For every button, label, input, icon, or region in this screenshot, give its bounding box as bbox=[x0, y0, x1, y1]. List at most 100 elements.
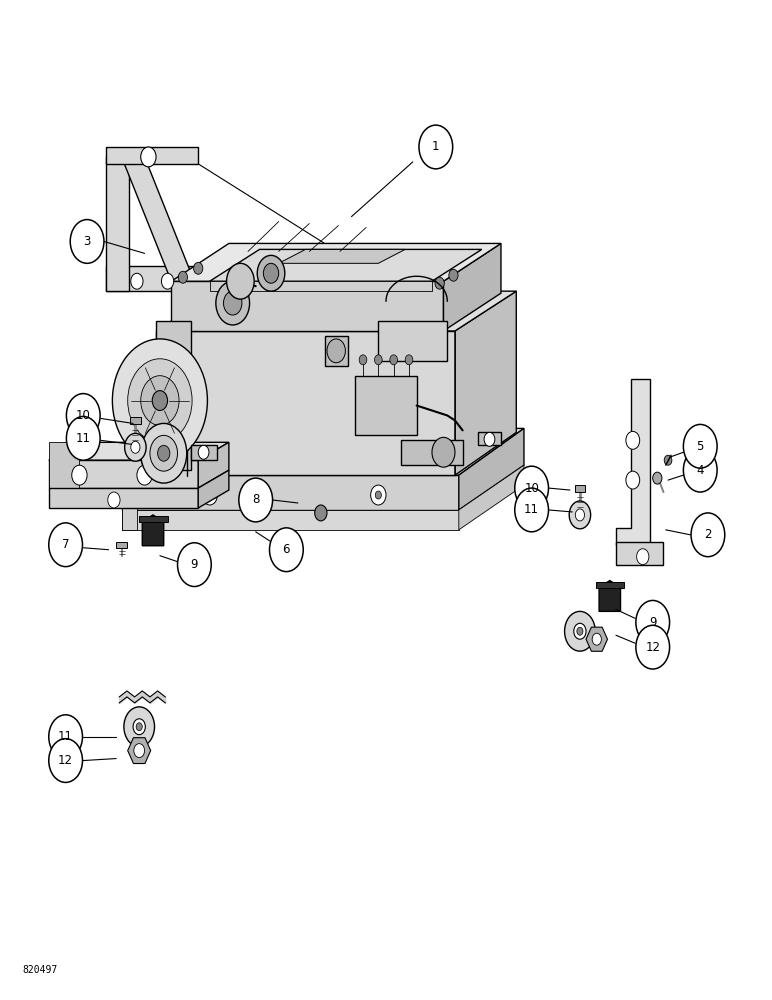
Polygon shape bbox=[156, 321, 191, 470]
Polygon shape bbox=[210, 249, 482, 281]
Circle shape bbox=[216, 281, 249, 325]
Circle shape bbox=[577, 627, 583, 635]
Circle shape bbox=[592, 633, 601, 645]
Circle shape bbox=[390, 355, 398, 365]
Text: 4: 4 bbox=[696, 464, 704, 477]
Circle shape bbox=[435, 277, 444, 289]
Circle shape bbox=[133, 719, 145, 735]
Polygon shape bbox=[191, 445, 218, 460]
Polygon shape bbox=[156, 331, 455, 475]
Text: 9: 9 bbox=[649, 616, 656, 629]
Bar bbox=[574, 485, 585, 492]
Circle shape bbox=[136, 723, 142, 731]
Polygon shape bbox=[198, 442, 229, 488]
Text: 7: 7 bbox=[62, 538, 69, 551]
Polygon shape bbox=[121, 475, 137, 530]
Text: 5: 5 bbox=[696, 440, 704, 453]
Circle shape bbox=[108, 492, 120, 508]
Circle shape bbox=[327, 339, 345, 363]
Polygon shape bbox=[49, 442, 229, 460]
Polygon shape bbox=[459, 428, 524, 510]
Bar bbox=[117, 542, 127, 548]
Polygon shape bbox=[107, 266, 210, 291]
Circle shape bbox=[130, 441, 140, 453]
Circle shape bbox=[683, 424, 717, 468]
Circle shape bbox=[72, 465, 87, 485]
Circle shape bbox=[207, 491, 213, 499]
Polygon shape bbox=[279, 249, 405, 263]
Circle shape bbox=[515, 488, 548, 532]
Circle shape bbox=[161, 273, 174, 289]
Circle shape bbox=[66, 416, 100, 460]
Bar bbox=[130, 417, 141, 424]
Circle shape bbox=[224, 291, 242, 315]
Polygon shape bbox=[171, 243, 501, 281]
Polygon shape bbox=[455, 291, 516, 475]
Circle shape bbox=[569, 501, 591, 529]
Polygon shape bbox=[49, 460, 198, 488]
Circle shape bbox=[152, 391, 168, 410]
Text: 12: 12 bbox=[58, 754, 73, 767]
Polygon shape bbox=[139, 516, 168, 522]
Circle shape bbox=[269, 528, 303, 572]
Circle shape bbox=[178, 543, 212, 587]
Text: 11: 11 bbox=[58, 730, 73, 743]
Circle shape bbox=[683, 448, 717, 492]
Text: 12: 12 bbox=[645, 641, 660, 654]
Polygon shape bbox=[459, 465, 524, 530]
Polygon shape bbox=[210, 281, 432, 291]
Polygon shape bbox=[478, 432, 501, 445]
Polygon shape bbox=[121, 428, 524, 475]
Polygon shape bbox=[49, 442, 80, 488]
Circle shape bbox=[484, 432, 495, 446]
Polygon shape bbox=[171, 281, 443, 331]
Polygon shape bbox=[156, 291, 516, 331]
Text: 11: 11 bbox=[76, 432, 91, 445]
Polygon shape bbox=[121, 510, 459, 530]
Circle shape bbox=[263, 263, 279, 283]
Text: 6: 6 bbox=[283, 543, 290, 556]
Text: 9: 9 bbox=[191, 558, 198, 571]
Polygon shape bbox=[121, 157, 198, 291]
Circle shape bbox=[574, 623, 586, 639]
Circle shape bbox=[626, 471, 640, 489]
Polygon shape bbox=[107, 157, 129, 291]
Polygon shape bbox=[355, 376, 417, 435]
Polygon shape bbox=[596, 582, 624, 588]
Circle shape bbox=[70, 220, 104, 263]
Circle shape bbox=[419, 125, 452, 169]
Text: 1: 1 bbox=[432, 140, 439, 153]
Circle shape bbox=[664, 455, 672, 465]
Polygon shape bbox=[198, 470, 229, 508]
Circle shape bbox=[49, 739, 83, 782]
Circle shape bbox=[564, 611, 595, 651]
Circle shape bbox=[130, 273, 143, 289]
Polygon shape bbox=[325, 336, 347, 366]
Polygon shape bbox=[616, 379, 651, 545]
Circle shape bbox=[124, 707, 154, 747]
Circle shape bbox=[374, 355, 382, 365]
Circle shape bbox=[375, 491, 381, 499]
Circle shape bbox=[359, 355, 367, 365]
Circle shape bbox=[141, 376, 179, 425]
Text: 2: 2 bbox=[704, 528, 712, 541]
Text: 10: 10 bbox=[524, 482, 539, 495]
Circle shape bbox=[178, 271, 188, 283]
Text: 3: 3 bbox=[83, 235, 91, 248]
Polygon shape bbox=[401, 440, 462, 465]
Polygon shape bbox=[378, 321, 447, 361]
Circle shape bbox=[575, 509, 584, 521]
Circle shape bbox=[432, 437, 455, 467]
Circle shape bbox=[198, 445, 209, 459]
Circle shape bbox=[113, 339, 208, 462]
Circle shape bbox=[157, 445, 170, 461]
Polygon shape bbox=[443, 243, 501, 331]
Circle shape bbox=[636, 625, 669, 669]
Circle shape bbox=[150, 435, 178, 471]
Circle shape bbox=[637, 549, 649, 565]
Circle shape bbox=[226, 263, 254, 299]
Polygon shape bbox=[616, 542, 663, 565]
Circle shape bbox=[134, 744, 144, 758]
Circle shape bbox=[315, 505, 327, 521]
Polygon shape bbox=[599, 581, 621, 611]
